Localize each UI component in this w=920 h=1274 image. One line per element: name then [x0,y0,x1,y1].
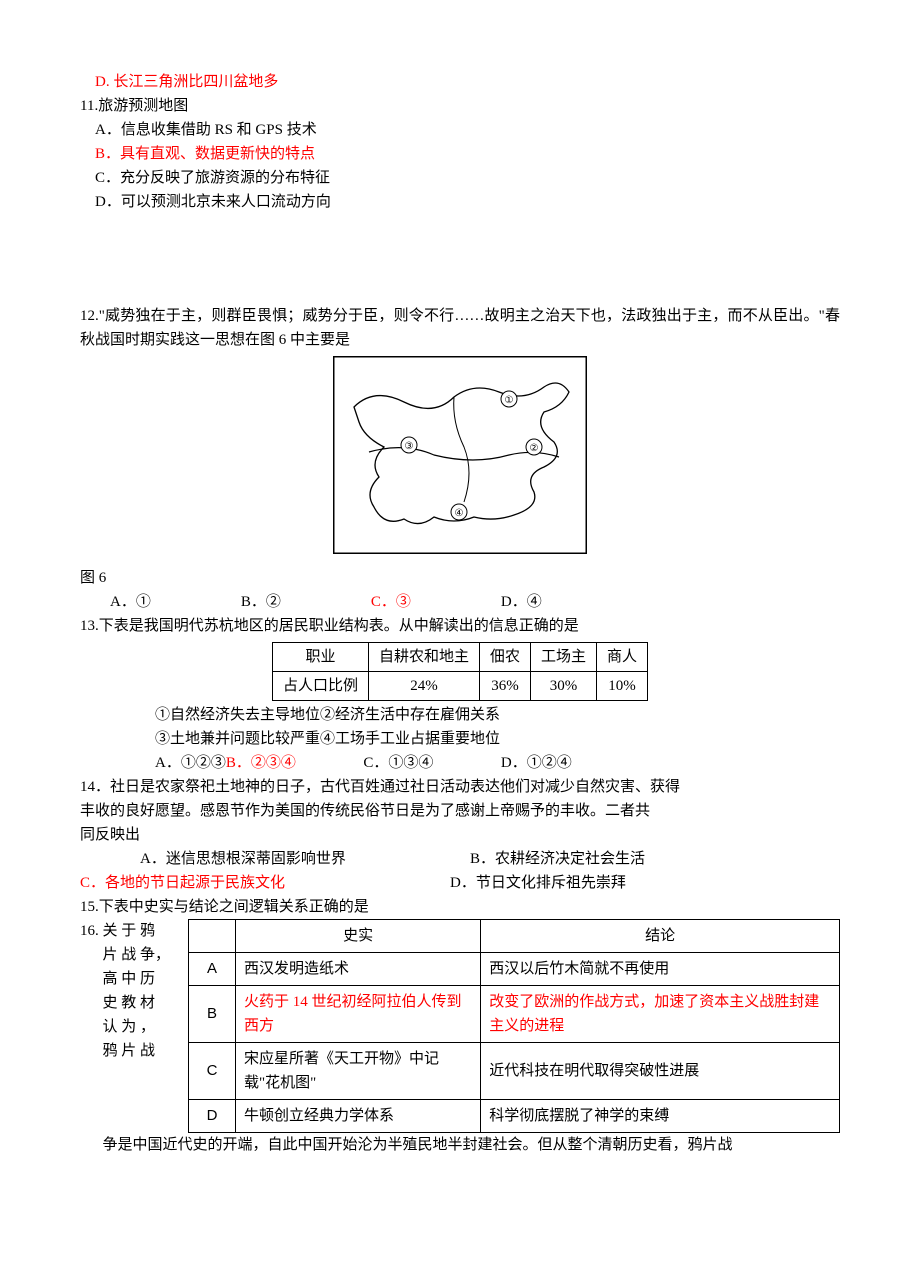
q16-left-5: 鸦 片 战 [103,1039,181,1063]
q16-row-c-key: C [189,1043,236,1100]
q16-row-c-fact: 宋应星所著《天工开物》中记载"花机图" [236,1043,481,1100]
q13-r2: 36% [479,672,530,701]
q14-option-a: A．迷信思想根深蒂固影响世界 [140,847,470,871]
q16-left-3: 史 教 材 [103,991,181,1015]
q14-line2: 丰收的良好愿望。感恩节作为美国的传统民俗节日是为了感谢上帝赐予的丰收。二者共 [80,799,840,823]
q12-option-c: C．③ [371,590,411,614]
q14-option-d: D．节日文化排斥祖先崇拜 [450,871,626,895]
q13-th-4: 商人 [597,643,648,672]
q14-option-c: C．各地的节日起源于民族文化 [80,871,450,895]
q16-row-d-fact: 牛顿创立经典力学体系 [236,1100,481,1133]
q13-th-3: 工场主 [531,643,597,672]
q13-r3: 30% [531,672,597,701]
q15-title: 15.下表中史实与结论之间逻辑关系正确的是 [80,895,840,919]
q13-option-c: C．①③④ [363,755,433,771]
q13-options: A．①②③B．②③④ C．①③④ D．①②④ [155,751,840,775]
q16-wrap: 16. 关 于 鸦 片 战 争， 高 中 历 史 教 材 认 为 ， 鸦 片 战… [80,919,840,1133]
q14-options-row2: C．各地的节日起源于民族文化 D．节日文化排斥祖先崇拜 [80,871,840,895]
figure-6-map: ① ② ③ ④ [333,356,587,554]
q13-r1: 24% [368,672,479,701]
q16-row-b-fact: 火药于 14 世纪初经阿拉伯人传到西方 [236,986,481,1043]
q13-title: 13.下表是我国明代苏杭地区的居民职业结构表。从中解读出的信息正确的是 [80,614,840,638]
q16-row-a-key: A [189,953,236,986]
q16-tail: 争是中国近代史的开端，自此中国开始沦为半殖民地半封建社会。但从整个清朝历史看，鸦… [103,1133,841,1157]
q13-option-d: D．①②④ [501,755,572,771]
q16-th-fact: 史实 [236,920,481,953]
q16-row-b-key: B [189,986,236,1043]
q13-option-b: B．②③④ [226,755,296,771]
q16-row-d-key: D [189,1100,236,1133]
q12-text-content: 12."威势独在于主，则群臣畏惧；威势分于臣，则令不行……故明主之治天下也，法政… [80,308,840,348]
q13-statements-1: ①自然经济失去主导地位②经济生活中存在雇佣关系 [155,703,840,727]
q16-left-4: 认 为 ， [103,1015,181,1039]
q16-row-c-conc: 近代科技在明代取得突破性进展 [481,1043,840,1100]
q16-th-conc: 结论 [481,920,840,953]
q16-row-b-conc: 改变了欧洲的作战方式，加速了资本主义战胜封建主义的进程 [481,986,840,1043]
q12-options: A．① B．② C．③ D．④ [110,590,840,614]
q14-option-b: B．农耕经济决定社会生活 [470,847,645,871]
q16-row-a-conc: 西汉以后竹木简就不再使用 [481,953,840,986]
q16-left-1: 片 战 争， [103,943,181,967]
q13-r4: 10% [597,672,648,701]
q11-option-b: B．具有直观、数据更新快的特点 [95,142,840,166]
q13-th-1: 自耕农和地主 [368,643,479,672]
q10-option-d: D. 长江三角洲比四川盆地多 [95,70,840,94]
q16-left-2: 高 中 历 [103,967,181,991]
q14-options-row1: A．迷信思想根深蒂固影响世界 B．农耕经济决定社会生活 [140,847,840,871]
svg-text:④: ④ [455,508,464,519]
svg-text:③: ③ [405,441,414,452]
q11-option-d: D．可以预测北京未来人口流动方向 [95,190,840,214]
q12-option-b: B．② [241,590,281,614]
svg-text:②: ② [530,443,539,454]
q16-left-text: 16. 关 于 鸦 片 战 争， 高 中 历 史 教 材 认 为 ， 鸦 片 战 [80,919,180,1063]
q13-table: 职业 自耕农和地主 佃农 工场主 商人 占人口比例 24% 36% 30% 10… [272,642,648,701]
q16-left-0: 16. 关 于 鸦 [80,919,180,943]
q16-table: 史实 结论 A 西汉发明造纸术 西汉以后竹木简就不再使用 B 火药于 14 世纪… [188,919,840,1133]
q14-line3: 同反映出 [80,823,840,847]
q13-statements-2: ③土地兼并问题比较严重④工场手工业占据重要地位 [155,727,840,751]
q14-line1: 14．社日是农家祭祀土地神的日子，古代百姓通过社日活动表达他们对减少自然灾害、获… [80,775,840,799]
q13-th-0: 职业 [272,643,368,672]
q12-option-a: A．① [110,590,151,614]
q13-r0: 占人口比例 [272,672,368,701]
q12-text: 12."威势独在于主，则群臣畏惧；威势分于臣，则令不行……故明主之治天下也，法政… [80,304,840,352]
q16-row-a-fact: 西汉发明造纸术 [236,953,481,986]
q11-title: 11.旅游预测地图 [80,94,840,118]
q12-option-d: D．④ [501,590,542,614]
q11-option-a: A．信息收集借助 RS 和 GPS 技术 [95,118,840,142]
svg-text:①: ① [505,395,514,406]
q13-option-a: A．①②③ [155,755,226,771]
q16-row-d-conc: 科学彻底摆脱了神学的束缚 [481,1100,840,1133]
figure-6-label: 图 6 [80,566,840,590]
q13-th-2: 佃农 [479,643,530,672]
q16-th-blank [189,920,236,953]
q11-option-c: C．充分反映了旅游资源的分布特征 [95,166,840,190]
